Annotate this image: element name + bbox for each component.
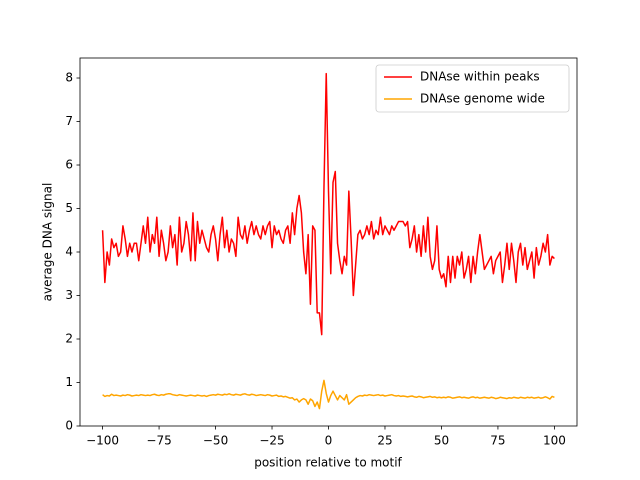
y-tick-label: 4	[65, 245, 73, 259]
y-axis-label: average DNA signal	[41, 183, 55, 302]
y-tick-label: 1	[65, 375, 73, 389]
legend-box	[375, 64, 570, 113]
x-tick-label: −25	[259, 434, 284, 448]
legend-label: DNAse within peaks	[420, 70, 540, 84]
y-tick-label: 8	[65, 71, 73, 85]
y-tick-label: 7	[65, 114, 73, 128]
data-line	[102, 379, 555, 410]
x-tick-label: 0	[325, 434, 333, 448]
x-tick-label: 100	[543, 434, 566, 448]
x-tick-label: 50	[434, 434, 449, 448]
axes-frame	[79, 57, 578, 427]
legend-label: DNAse genome wide	[420, 92, 545, 106]
x-axis-label: position relative to motif	[254, 456, 402, 470]
y-tick-label: 5	[65, 201, 73, 215]
x-tick-label: 25	[377, 434, 392, 448]
x-tick-label: −100	[86, 434, 119, 448]
x-tick-label: 75	[490, 434, 505, 448]
y-tick-label: 6	[65, 158, 73, 172]
x-tick-label: −50	[203, 434, 228, 448]
y-tick-label: 0	[65, 419, 73, 433]
x-tick-label: −75	[146, 434, 171, 448]
data-line	[101, 72, 555, 336]
y-tick-label: 2	[65, 332, 73, 346]
y-tick-label: 3	[65, 288, 73, 302]
